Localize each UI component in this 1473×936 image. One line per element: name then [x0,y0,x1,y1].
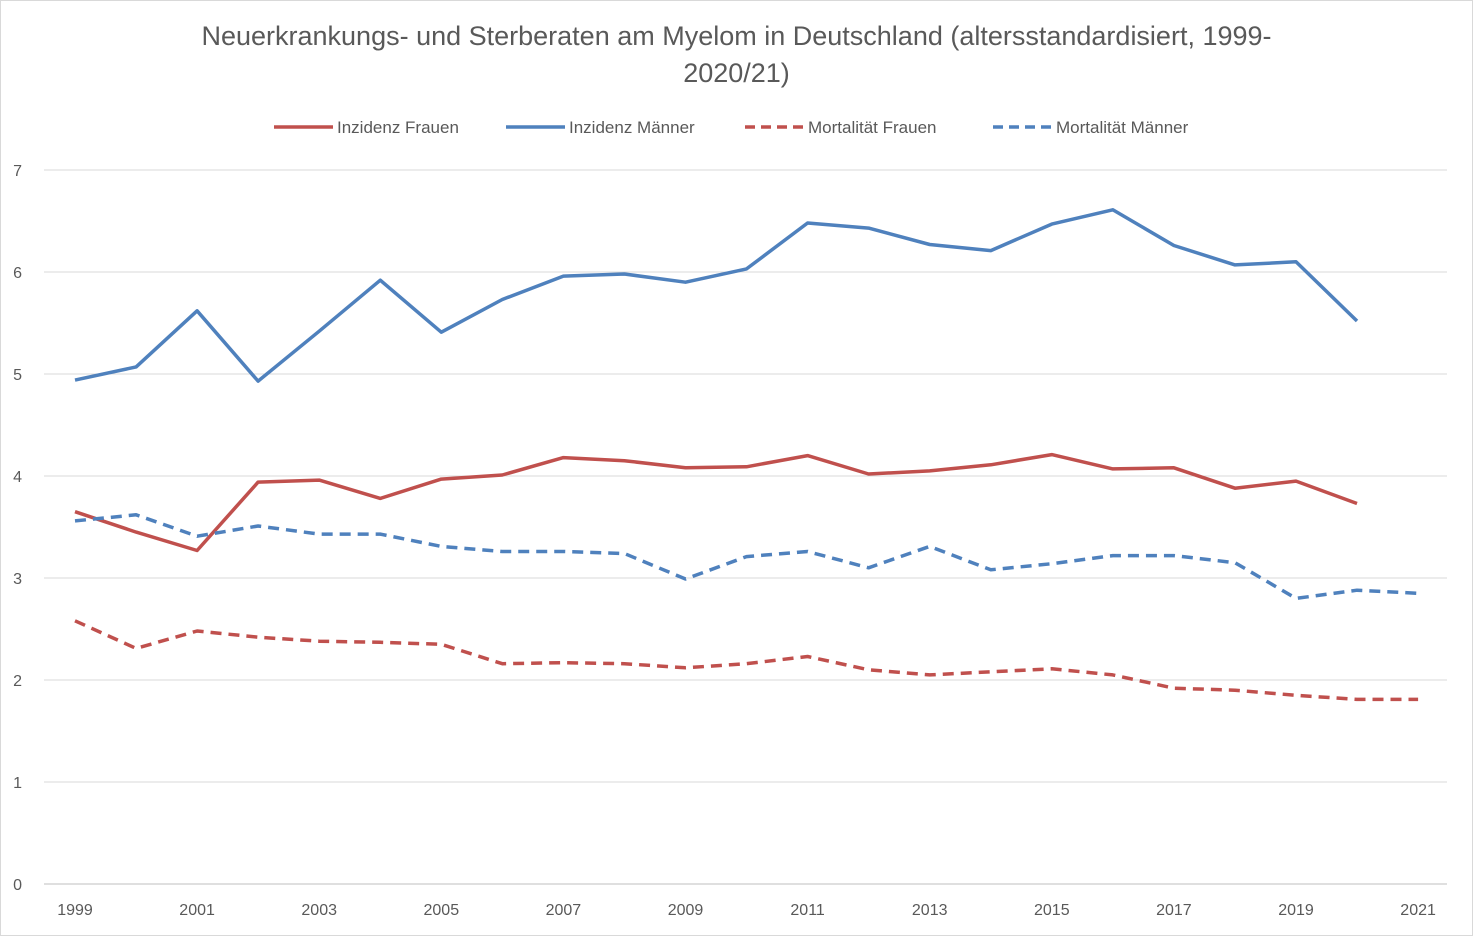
series-lines [74,208,1419,702]
x-tick-label: 2021 [1400,902,1436,919]
x-tick-label: 2015 [1034,902,1070,919]
legend-label-0: Inzidenz Frauen [337,118,459,137]
y-tick-label: 1 [13,775,22,792]
x-axis: 1999 2001 2003 2005 2007 2009 2011 2013 2015 2017… [57,902,1436,919]
y-tick-label: 4 [13,469,22,486]
y-tick-label: 0 [13,877,22,894]
y-tick-label: 2 [13,673,22,690]
x-tick-label: 2019 [1278,902,1314,919]
gridlines [44,169,1447,885]
x-tick-label: 2011 [790,902,825,919]
y-tick-label: 3 [13,571,22,588]
x-tick-label: 2003 [301,902,337,919]
y-tick-label: 6 [13,265,22,282]
x-tick-label: 2017 [1156,902,1192,919]
x-tick-label: 2007 [546,902,582,919]
series-line-3 [74,513,1419,601]
series-line-0 [74,452,1358,553]
x-tick-label: 2001 [179,902,215,919]
x-tick-label: 2013 [912,902,948,919]
x-tick-label: 2005 [424,902,460,919]
chart-title-line-1: Neuerkrankungs- und Sterberaten am Myelo… [201,21,1272,51]
x-tick-label: 1999 [57,902,93,919]
legend-label-1: Inzidenz Männer [569,118,695,137]
chart-title-line-2: 2020/21) [683,58,790,88]
series-line-2 [74,619,1419,702]
y-axis: 0 1 2 3 4 5 6 7 [13,163,22,894]
chart-title: Neuerkrankungs- und Sterberaten am Myelo… [130,18,1343,92]
y-tick-label: 5 [13,367,22,384]
legend-label-3: Mortalität Männer [1056,118,1189,137]
legend-label-2: Mortalität Frauen [808,118,937,137]
legend: Inzidenz Frauen Inzidenz Männer Mortalität… [274,118,1189,137]
x-tick-label: 2009 [668,902,704,919]
series-line-1 [74,208,1359,383]
y-tick-label: 7 [13,163,22,180]
